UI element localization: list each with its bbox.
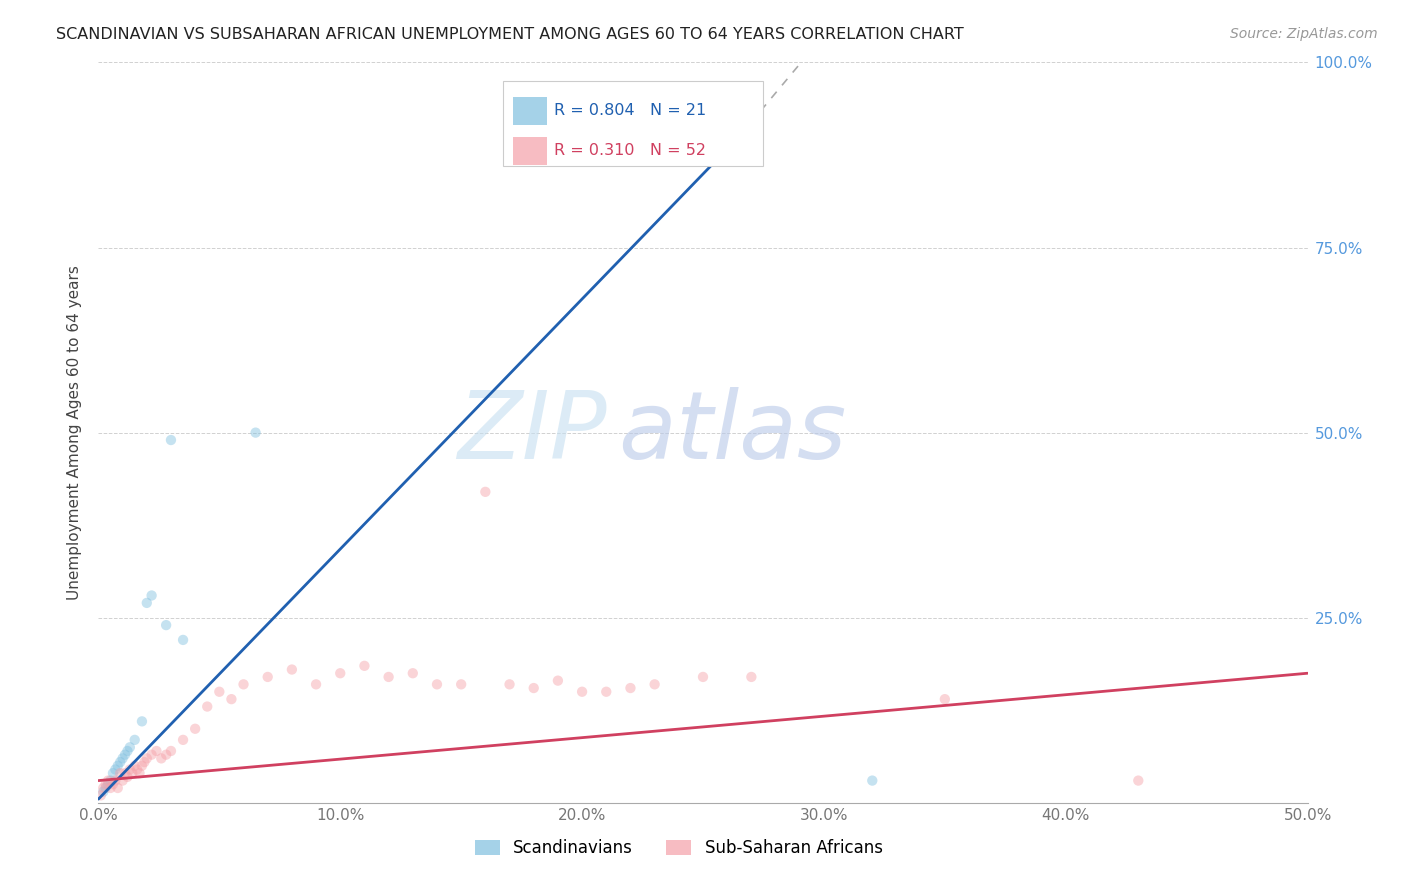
Point — [91, 780, 114, 795]
Point — [172, 732, 194, 747]
Point — [232, 677, 254, 691]
Point — [101, 777, 124, 791]
Point — [91, 785, 114, 799]
Text: R = 0.804   N = 21: R = 0.804 N = 21 — [554, 103, 707, 119]
Y-axis label: Unemployment Among Ages 60 to 64 years: Unemployment Among Ages 60 to 64 years — [67, 265, 83, 600]
Point — [131, 758, 153, 772]
Point — [740, 670, 762, 684]
Point — [150, 751, 173, 765]
Point — [195, 699, 218, 714]
Point — [141, 747, 163, 762]
Point — [114, 747, 136, 762]
Point — [108, 755, 131, 769]
Point — [145, 744, 167, 758]
Point — [644, 677, 666, 691]
Point — [131, 714, 153, 729]
Point — [208, 685, 231, 699]
Point — [860, 773, 883, 788]
Point — [107, 758, 129, 772]
Point — [523, 681, 546, 695]
Point — [100, 773, 122, 788]
Point — [256, 670, 278, 684]
Point — [124, 732, 146, 747]
Point — [118, 763, 141, 777]
Point — [498, 677, 520, 691]
Text: Source: ZipAtlas.com: Source: ZipAtlas.com — [1230, 27, 1378, 41]
Point — [934, 692, 956, 706]
Text: SCANDINAVIAN VS SUBSAHARAN AFRICAN UNEMPLOYMENT AMONG AGES 60 TO 64 YEARS CORREL: SCANDINAVIAN VS SUBSAHARAN AFRICAN UNEMP… — [56, 27, 965, 42]
Point — [111, 751, 134, 765]
Point — [128, 766, 150, 780]
Point — [547, 673, 569, 688]
Point — [402, 666, 425, 681]
Point — [160, 433, 183, 447]
Point — [104, 773, 127, 788]
Point — [329, 666, 352, 681]
Text: ZIP: ZIP — [457, 387, 606, 478]
FancyBboxPatch shape — [503, 81, 763, 166]
Point — [155, 618, 177, 632]
Point — [692, 670, 714, 684]
Point — [111, 773, 134, 788]
Point — [127, 763, 149, 777]
Text: atlas: atlas — [619, 387, 846, 478]
Point — [134, 755, 156, 769]
Point — [118, 740, 141, 755]
Point — [94, 780, 117, 795]
Point — [107, 780, 129, 795]
Point — [281, 663, 304, 677]
Point — [353, 658, 375, 673]
Point — [121, 766, 143, 780]
Point — [1128, 773, 1150, 788]
FancyBboxPatch shape — [513, 96, 547, 125]
Point — [619, 681, 641, 695]
Point — [474, 484, 496, 499]
Point — [135, 751, 157, 765]
Point — [450, 677, 472, 691]
Text: R = 0.310   N = 52: R = 0.310 N = 52 — [554, 144, 706, 158]
Point — [114, 766, 136, 780]
Point — [571, 685, 593, 699]
Point — [97, 773, 120, 788]
Point — [377, 670, 399, 684]
Point — [305, 677, 328, 691]
Point — [104, 763, 127, 777]
Point — [221, 692, 243, 706]
Point — [155, 747, 177, 762]
Point — [117, 770, 139, 784]
Point — [124, 758, 146, 772]
Point — [94, 777, 117, 791]
Point — [108, 766, 131, 780]
Point — [184, 722, 207, 736]
Point — [97, 777, 120, 791]
Point — [245, 425, 267, 440]
FancyBboxPatch shape — [513, 136, 547, 165]
Point — [100, 780, 122, 795]
Point — [90, 789, 112, 803]
Point — [101, 766, 124, 780]
Point — [172, 632, 194, 647]
Point — [141, 589, 163, 603]
Point — [426, 677, 449, 691]
Point — [595, 685, 617, 699]
Point — [117, 744, 139, 758]
Legend: Scandinavians, Sub-Saharan Africans: Scandinavians, Sub-Saharan Africans — [475, 839, 883, 857]
Point — [160, 744, 183, 758]
Point — [135, 596, 157, 610]
